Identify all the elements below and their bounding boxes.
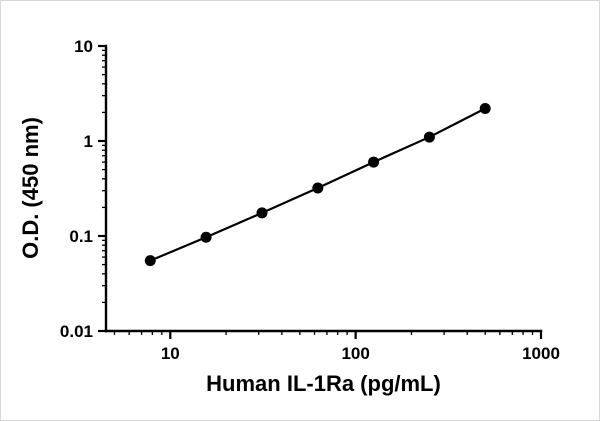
y-tick-label: 0.01 <box>60 322 93 341</box>
y-tick-label: 10 <box>74 37 93 56</box>
data-point <box>256 207 268 219</box>
data-point <box>368 156 380 168</box>
data-point <box>423 131 435 143</box>
x-axis-title: Human IL-1Ra (pg/mL) <box>206 371 441 396</box>
y-axis-title: O.D. (450 nm) <box>18 117 43 259</box>
x-tick-label: 1000 <box>522 344 560 363</box>
data-point <box>200 231 212 243</box>
x-tick-label: 100 <box>341 344 369 363</box>
data-point <box>312 182 324 194</box>
y-tick-label: 0.1 <box>69 227 93 246</box>
data-point <box>479 102 491 114</box>
data-point <box>144 255 156 267</box>
x-tick-label: 10 <box>161 344 180 363</box>
y-tick-label: 1 <box>84 132 93 151</box>
